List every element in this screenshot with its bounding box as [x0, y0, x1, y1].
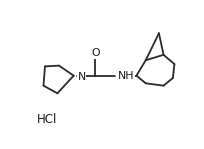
Text: N: N: [77, 72, 85, 82]
Text: NH: NH: [117, 71, 134, 81]
Text: O: O: [91, 48, 99, 58]
Text: HCl: HCl: [36, 113, 57, 126]
